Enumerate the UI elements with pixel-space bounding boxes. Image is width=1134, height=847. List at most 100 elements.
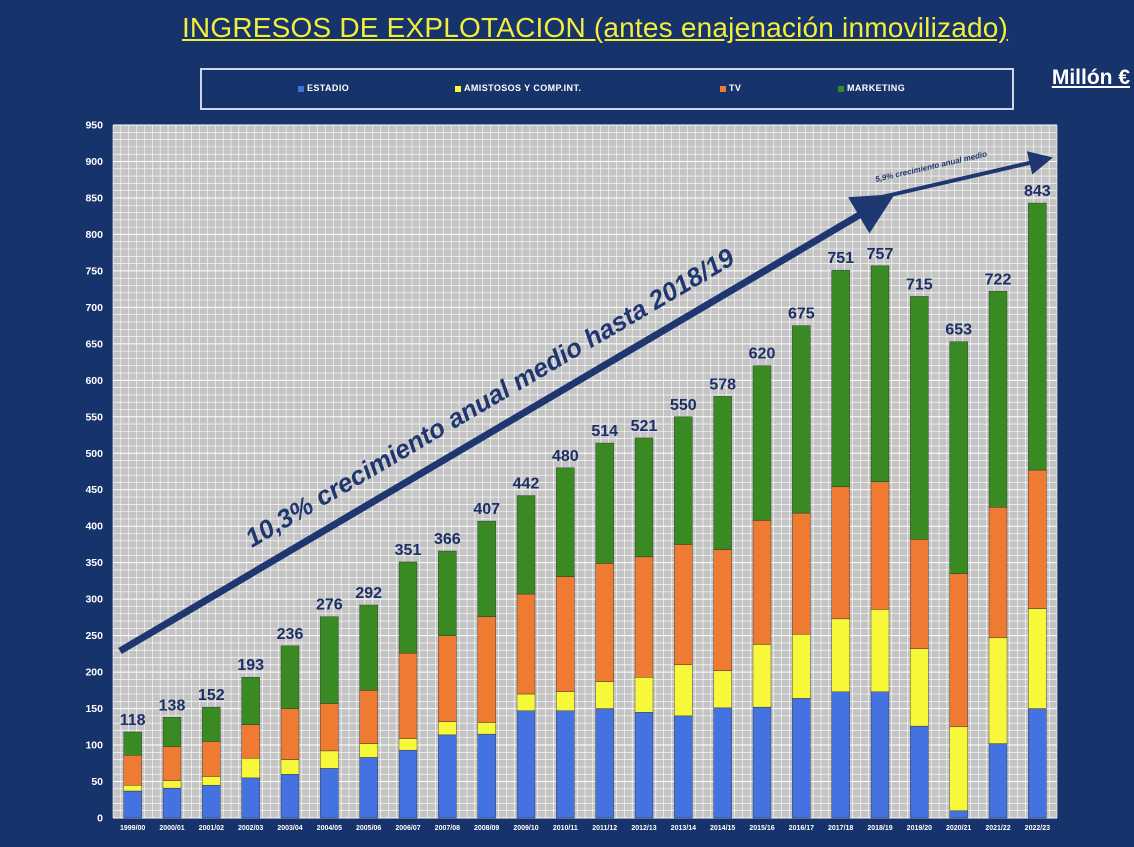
bar-segment xyxy=(280,645,300,709)
bar-segment xyxy=(202,706,221,742)
bar-segment xyxy=(320,768,339,819)
x-tick-label: 2008/09 xyxy=(474,825,499,832)
trend-arrow-2 xyxy=(881,151,1053,199)
x-tick-label: 2007/08 xyxy=(435,825,460,832)
total-label: 722 xyxy=(985,271,1012,288)
bar-segment xyxy=(910,648,929,727)
bar-segment xyxy=(359,743,378,758)
x-tick-label: 2004/05 xyxy=(317,825,342,832)
bar-segment xyxy=(123,755,142,786)
bar-segment xyxy=(359,690,378,744)
legend-label-marketing: MARKETING xyxy=(847,83,906,93)
bar-segment xyxy=(988,743,1008,819)
bar-segment xyxy=(359,757,378,819)
bar-segment xyxy=(595,708,614,819)
bar-segment xyxy=(752,706,772,819)
y-tick-label: 950 xyxy=(85,120,103,132)
bar-segment xyxy=(398,652,418,739)
y-tick-label: 800 xyxy=(85,229,103,241)
total-label: 138 xyxy=(159,697,186,714)
bar-segment xyxy=(988,291,1008,508)
y-tick-label: 150 xyxy=(85,703,103,715)
bar-segment xyxy=(202,741,221,777)
total-label: 292 xyxy=(355,585,382,602)
total-label: 521 xyxy=(631,418,658,435)
bar-segment xyxy=(713,549,732,671)
bar-segment xyxy=(752,644,772,708)
total-label: 757 xyxy=(867,246,894,263)
y-tick-label: 200 xyxy=(85,667,103,679)
bar-segment xyxy=(320,703,339,752)
x-tick-label: 2013/14 xyxy=(671,825,696,832)
bar-segment xyxy=(595,442,614,564)
bar-segment xyxy=(398,561,418,654)
x-tick-label: 2021/22 xyxy=(985,825,1010,832)
total-label: 715 xyxy=(906,276,933,293)
bar-segment xyxy=(713,670,732,709)
x-tick-label: 2014/15 xyxy=(710,825,735,832)
total-label: 442 xyxy=(513,476,540,493)
y-tick-label: 750 xyxy=(85,265,103,277)
bar-segment xyxy=(988,637,1008,744)
bar-segment xyxy=(359,604,378,691)
bar-segment xyxy=(910,296,929,540)
total-label: 514 xyxy=(591,423,618,440)
total-label: 620 xyxy=(749,346,776,363)
x-tick-label: 2005/06 xyxy=(356,825,381,832)
bar-segment xyxy=(556,710,575,819)
bar-segment xyxy=(634,677,654,713)
bar-segment xyxy=(595,681,614,709)
legend-swatch-estadio xyxy=(298,85,304,92)
x-tick-label: 2000/01 xyxy=(159,825,184,832)
y-tick-label: 0 xyxy=(97,813,103,825)
bar-segment xyxy=(870,265,890,482)
legend-label-estadio: ESTADIO xyxy=(307,83,350,93)
x-tick-label: 2022/23 xyxy=(1025,825,1050,832)
x-axis: 1999/00 2000/01 2001/02 2002/03 2003/04 2004/… xyxy=(120,825,1050,832)
bar-segment xyxy=(1028,202,1047,471)
bar-segment xyxy=(752,520,772,645)
bar-segment xyxy=(556,576,575,693)
total-label: 578 xyxy=(709,376,736,393)
x-tick-label: 2010/11 xyxy=(553,825,578,832)
legend: ESTADIO AMISTOSOS Y COMP.INT. TV MARKETI… xyxy=(200,68,1014,110)
bar-segment xyxy=(516,693,536,711)
bar-segment xyxy=(477,733,496,819)
legend-item-estadio: ESTADIO xyxy=(298,83,349,93)
bar-segment xyxy=(1028,608,1047,709)
total-label: 843 xyxy=(1024,183,1051,200)
x-tick-label: 2017/18 xyxy=(828,825,853,832)
bar-segment xyxy=(752,365,772,521)
x-tick-label: 2015/16 xyxy=(749,825,774,832)
bar-segment xyxy=(949,341,968,574)
bar-segment xyxy=(674,664,693,717)
bar-segment xyxy=(123,784,142,792)
y-axis: 0 50 100 150 200 250 300 350 400 450 500 550 600 650 7… xyxy=(85,120,103,825)
bar-segment xyxy=(477,616,496,723)
total-label: 653 xyxy=(945,322,972,339)
bar-segment xyxy=(162,780,182,789)
bar-segment xyxy=(162,787,182,819)
bar-segment xyxy=(202,776,221,786)
bar-segment xyxy=(870,691,890,819)
y-tick-label: 450 xyxy=(85,484,103,496)
bar-segment xyxy=(438,635,457,722)
bar-segment xyxy=(320,750,339,769)
bar-segment xyxy=(634,556,654,678)
legend-item-tv: TV xyxy=(720,83,741,93)
bar-segment xyxy=(831,618,850,693)
total-label: 152 xyxy=(198,687,225,704)
legend-swatch-marketing xyxy=(838,85,844,92)
bar-segment xyxy=(477,520,496,617)
bar-segment xyxy=(162,746,182,781)
bar-segment xyxy=(634,712,654,819)
bar-segment xyxy=(202,784,221,819)
legend-swatch-amistosos xyxy=(455,85,461,92)
bars xyxy=(123,202,1047,819)
bar-segment xyxy=(870,609,890,693)
legend-label-amistosos: AMISTOSOS Y COMP.INT. xyxy=(464,83,582,93)
bar-segment xyxy=(162,717,182,747)
legend-item-amistosos: AMISTOSOS Y COMP.INT. xyxy=(455,83,581,93)
x-tick-label: 2002/03 xyxy=(238,825,263,832)
